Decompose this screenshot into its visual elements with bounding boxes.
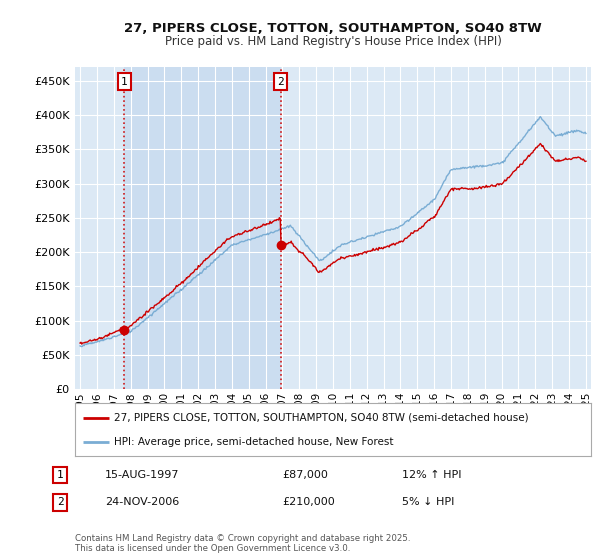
Text: 2: 2 (277, 77, 284, 87)
Text: 2: 2 (56, 497, 64, 507)
Text: 12% ↑ HPI: 12% ↑ HPI (402, 470, 461, 480)
Text: 1: 1 (56, 470, 64, 480)
Text: 15-AUG-1997: 15-AUG-1997 (105, 470, 179, 480)
Text: 24-NOV-2006: 24-NOV-2006 (105, 497, 179, 507)
Text: Contains HM Land Registry data © Crown copyright and database right 2025.
This d: Contains HM Land Registry data © Crown c… (75, 534, 410, 553)
Text: 5% ↓ HPI: 5% ↓ HPI (402, 497, 454, 507)
Bar (124, 67, 281, 389)
Text: £87,000: £87,000 (282, 470, 328, 480)
Text: HPI: Average price, semi-detached house, New Forest: HPI: Average price, semi-detached house,… (114, 437, 393, 447)
Text: £210,000: £210,000 (282, 497, 335, 507)
Text: Price paid vs. HM Land Registry's House Price Index (HPI): Price paid vs. HM Land Registry's House … (164, 35, 502, 48)
Text: 27, PIPERS CLOSE, TOTTON, SOUTHAMPTON, SO40 8TW (semi-detached house): 27, PIPERS CLOSE, TOTTON, SOUTHAMPTON, S… (114, 413, 529, 423)
Text: 27, PIPERS CLOSE, TOTTON, SOUTHAMPTON, SO40 8TW: 27, PIPERS CLOSE, TOTTON, SOUTHAMPTON, S… (124, 22, 542, 35)
Text: 1: 1 (121, 77, 128, 87)
